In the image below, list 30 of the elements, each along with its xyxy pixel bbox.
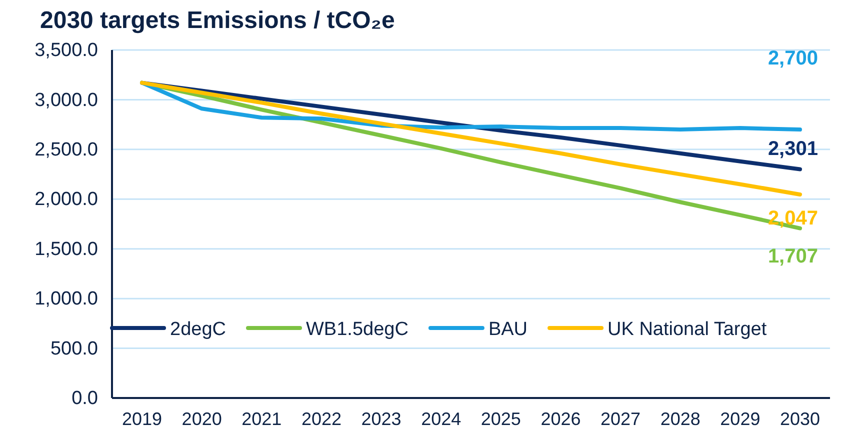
legend-label: 2degC [170, 319, 226, 340]
data-label: 2,047 [768, 207, 818, 230]
x-tick-label: 2019 [122, 408, 162, 429]
x-tick-label: 2027 [600, 408, 641, 429]
x-tick-label: 2028 [660, 408, 700, 429]
legend-label: WB1.5degC [306, 319, 408, 340]
data-label: 1,707 [768, 245, 818, 268]
y-tick-label: 1,000.0 [34, 288, 98, 310]
y-tick-label: 3,500.0 [34, 40, 98, 62]
y-tick-label: 0.0 [72, 388, 98, 410]
y-tick-label: 500.0 [50, 338, 98, 360]
y-tick-label: 1,500.0 [34, 238, 98, 260]
x-tick-label: 2024 [421, 408, 462, 429]
x-tick-label: 2025 [480, 408, 521, 429]
legend-label: UK National Target [608, 319, 768, 340]
x-tick-label: 2021 [242, 408, 282, 429]
legend-label: BAU [488, 319, 528, 340]
x-tick-label: 2020 [182, 408, 222, 429]
x-tick-label: 2023 [361, 408, 402, 429]
x-tick-label: 2029 [720, 408, 760, 429]
x-tick-label: 2030 [780, 408, 820, 429]
y-tick-label: 2,000.0 [34, 189, 98, 210]
data-label: 2,700 [768, 48, 818, 70]
x-tick-label: 2026 [540, 408, 581, 429]
data-label: 2,301 [768, 138, 818, 160]
line-series [140, 80, 802, 132]
y-tick-label: 2,500.0 [34, 140, 98, 161]
chart-title: 2030 targets Emissions / tCO₂e [40, 7, 395, 34]
x-tick-label: 2022 [301, 408, 342, 429]
y-tick-label: 3,000.0 [34, 90, 98, 111]
